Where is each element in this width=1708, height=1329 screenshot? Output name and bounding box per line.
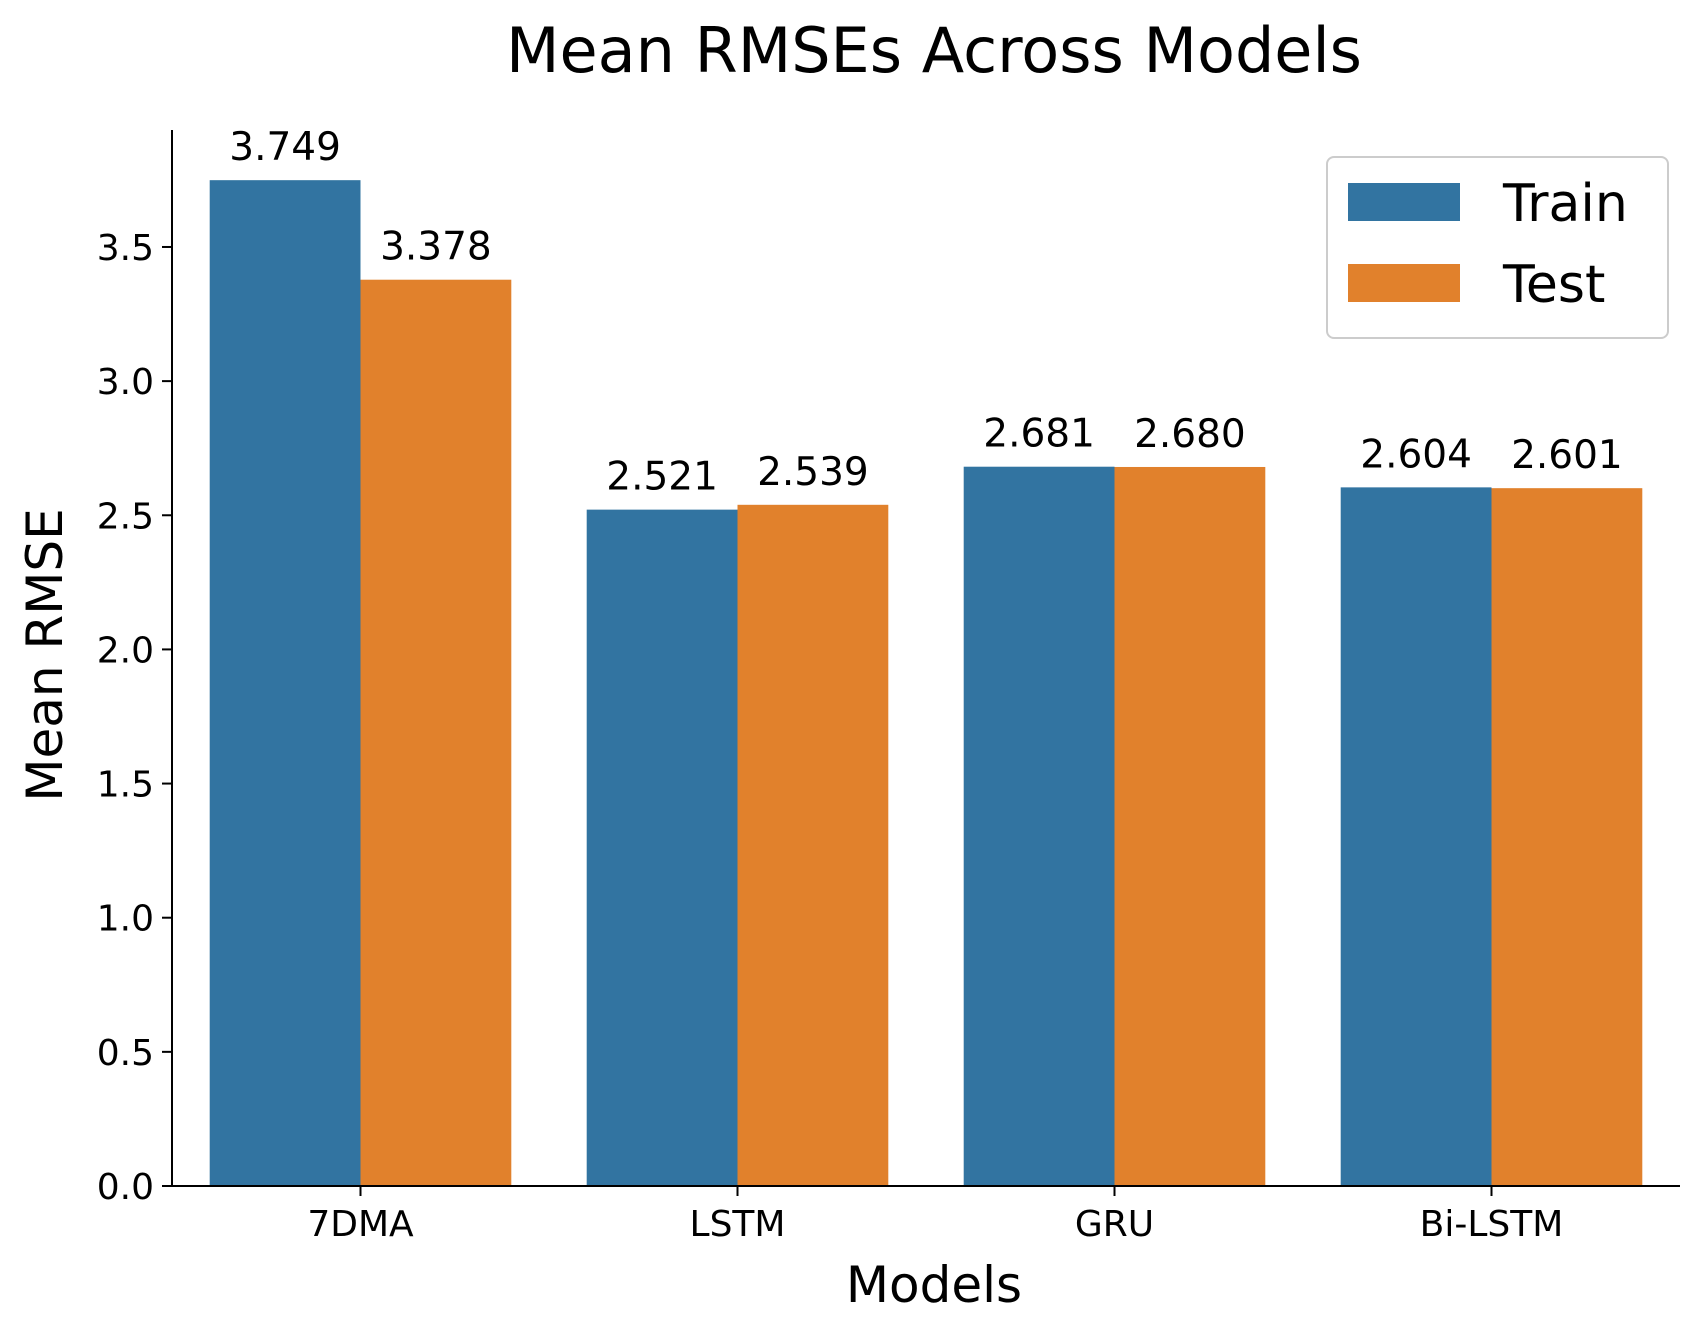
y-tick-label: 1.5	[97, 765, 154, 806]
data-labels-group: 3.749 3.378 2.521 2.539 2.681 2.680 2.604 2.601	[229, 125, 1622, 499]
bar-test-lstm	[737, 504, 889, 1186]
data-label-test-lstm: 2.539	[757, 450, 869, 495]
bar-train-lstm	[586, 509, 738, 1186]
y-axis-title: Mean RMSE	[16, 508, 74, 801]
data-label-test-bi-lstm: 2.601	[1511, 433, 1623, 478]
y-tick-label: 0.5	[97, 1033, 154, 1074]
chart-title: Mean RMSEs Across Models	[506, 14, 1362, 87]
x-tick-label: Bi-LSTM	[1420, 1204, 1564, 1245]
x-axis-title: Models	[846, 1256, 1022, 1314]
data-label-train-7dma: 3.749	[229, 125, 341, 170]
y-tick-label: 0.0	[97, 1167, 154, 1208]
legend-label-train: Train	[1502, 174, 1628, 234]
bar-test-bi-lstm	[1491, 488, 1643, 1186]
data-label-train-lstm: 2.521	[606, 455, 718, 500]
data-label-test-gru: 2.680	[1134, 412, 1246, 457]
data-label-train-gru: 2.681	[983, 412, 1095, 457]
x-tick-label: 7DMA	[307, 1204, 414, 1245]
bars-group	[209, 180, 1643, 1187]
bar-train-bi-lstm	[1340, 487, 1492, 1186]
bar-test-7dma	[360, 279, 512, 1187]
y-tick-label: 3.5	[97, 228, 154, 269]
legend-swatch-test	[1348, 264, 1460, 302]
x-axis: 7DMA LSTM GRU Bi-LSTM	[172, 1185, 1680, 1245]
bar-train-gru	[963, 466, 1115, 1187]
y-tick-label: 2.5	[97, 496, 154, 537]
bar-test-gru	[1114, 466, 1266, 1187]
data-label-test-7dma: 3.378	[380, 225, 492, 270]
y-tick-label: 1.0	[97, 899, 154, 940]
bar-train-7dma	[209, 180, 361, 1187]
y-axis: 0.0 0.5 1.0 1.5 2.0 2.5 3.0 3.5	[97, 130, 173, 1208]
x-tick-label: GRU	[1075, 1204, 1154, 1245]
legend: Train Test	[1326, 156, 1669, 339]
x-tick-label: LSTM	[690, 1204, 786, 1245]
legend-label-test: Test	[1502, 255, 1605, 315]
y-tick-label: 2.0	[97, 630, 154, 671]
data-label-train-bi-lstm: 2.604	[1360, 432, 1472, 477]
y-tick-label: 3.0	[97, 362, 154, 403]
legend-swatch-train	[1348, 183, 1460, 221]
